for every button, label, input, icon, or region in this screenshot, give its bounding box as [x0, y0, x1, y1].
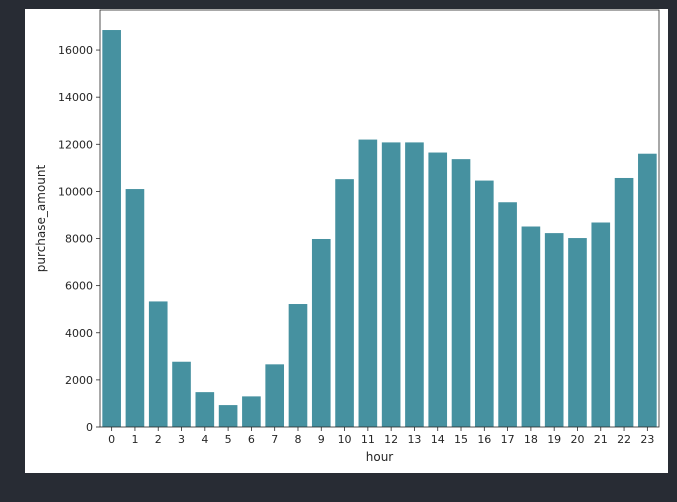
x-tick-label: 2 — [155, 433, 162, 446]
y-tick-label: 0 — [86, 421, 93, 434]
bar-hour-18 — [521, 226, 541, 427]
bar-hour-16 — [474, 180, 494, 427]
bar-hour-6 — [242, 396, 261, 427]
bar-hour-4 — [195, 392, 215, 427]
bar-hour-14 — [428, 152, 448, 427]
bar-hour-17 — [498, 202, 517, 427]
x-tick-label: 5 — [225, 433, 232, 446]
bar-hour-11 — [358, 139, 378, 427]
x-tick-label: 0 — [108, 433, 115, 446]
x-tick-label: 9 — [318, 433, 325, 446]
bar-hour-8 — [288, 304, 308, 427]
y-tick-label: 14000 — [58, 91, 93, 104]
bar-hour-9 — [311, 238, 331, 427]
x-tick-label: 4 — [201, 433, 208, 446]
bar-hour-13 — [405, 142, 424, 428]
x-tick-label: 7 — [271, 433, 278, 446]
y-tick-label: 8000 — [65, 233, 93, 246]
x-tick-label: 14 — [431, 433, 445, 446]
x-tick-label: 15 — [454, 433, 468, 446]
bar-hour-10 — [335, 179, 354, 427]
x-tick-label: 16 — [477, 433, 491, 446]
bar-hour-12 — [381, 142, 401, 428]
axes-frame — [99, 9, 660, 428]
x-tick-label: 6 — [248, 433, 255, 446]
y-tick-label: 16000 — [58, 44, 93, 57]
x-tick-label: 18 — [524, 433, 538, 446]
y-axis-label: purchase_amount — [34, 165, 48, 273]
y-tick-label: 6000 — [65, 280, 93, 293]
bar-hour-21 — [591, 222, 611, 427]
bars-group — [102, 30, 657, 428]
y-tick-label: 12000 — [58, 138, 93, 151]
bar-hour-22 — [614, 177, 634, 427]
bar-hour-2 — [148, 301, 168, 427]
y-tick-label: 4000 — [65, 327, 93, 340]
bar-chart: 0 2000 4000 6000 8000 10000 12000 14000 16000 0 1… — [34, 9, 660, 464]
bar-hour-20 — [568, 238, 587, 427]
x-tick-label: 19 — [547, 433, 561, 446]
x-tick-label: 17 — [501, 433, 515, 446]
x-tick-label: 8 — [294, 433, 301, 446]
y-tick-label: 10000 — [58, 185, 93, 198]
y-axis-ticks: 0 2000 4000 6000 8000 10000 12000 14000 16000 — [58, 44, 100, 434]
bar-hour-5 — [218, 405, 238, 427]
bar-hour-1 — [125, 189, 145, 427]
x-axis-label: hour — [366, 450, 394, 464]
x-tick-label: 11 — [361, 433, 375, 446]
x-tick-label: 1 — [131, 433, 138, 446]
bar-hour-23 — [638, 153, 657, 428]
x-tick-label: 20 — [570, 433, 584, 446]
x-tick-label: 10 — [338, 433, 352, 446]
x-tick-label: 12 — [384, 433, 398, 446]
bar-hour-15 — [451, 159, 471, 428]
x-tick-label: 3 — [178, 433, 185, 446]
bar-hour-3 — [172, 361, 191, 427]
bar-hour-19 — [544, 233, 564, 427]
chart-figure: 0 2000 4000 6000 8000 10000 12000 14000 16000 0 1… — [25, 9, 668, 473]
bar-hour-7 — [265, 364, 285, 427]
x-axis-ticks: 0 1 2 3 4 5 6 7 8 9 10 11 12 13 14 15 16 17 18 19 20 21 22 23 — [108, 427, 654, 446]
bar-hour-0 — [102, 30, 121, 428]
x-tick-label: 23 — [640, 433, 654, 446]
x-tick-label: 21 — [594, 433, 608, 446]
y-tick-label: 2000 — [65, 374, 93, 387]
x-tick-label: 22 — [617, 433, 631, 446]
x-tick-label: 13 — [407, 433, 421, 446]
